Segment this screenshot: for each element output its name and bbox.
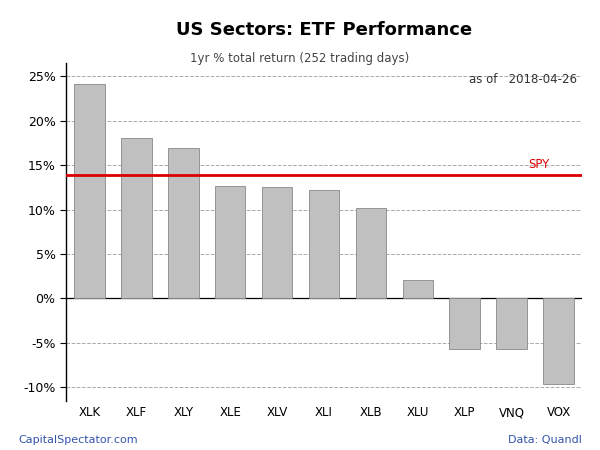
Text: CapitalSpectator.com: CapitalSpectator.com [18, 435, 137, 445]
Text: 1yr % total return (252 trading days): 1yr % total return (252 trading days) [190, 52, 410, 65]
Bar [403, 280, 433, 298]
Bar [309, 190, 339, 298]
Bar [121, 139, 152, 298]
Bar [168, 148, 199, 298]
Text: SPY: SPY [528, 158, 549, 171]
Bar [496, 298, 527, 349]
Text: Data: Quandl: Data: Quandl [508, 435, 582, 445]
Title: US Sectors: ETF Performance: US Sectors: ETF Performance [176, 21, 472, 39]
Bar [74, 84, 105, 298]
Bar [215, 185, 245, 298]
Bar [262, 187, 292, 298]
Bar [356, 208, 386, 298]
Text: as of   2018-04-26: as of 2018-04-26 [469, 73, 577, 86]
Bar [544, 298, 574, 383]
Bar [449, 298, 480, 349]
